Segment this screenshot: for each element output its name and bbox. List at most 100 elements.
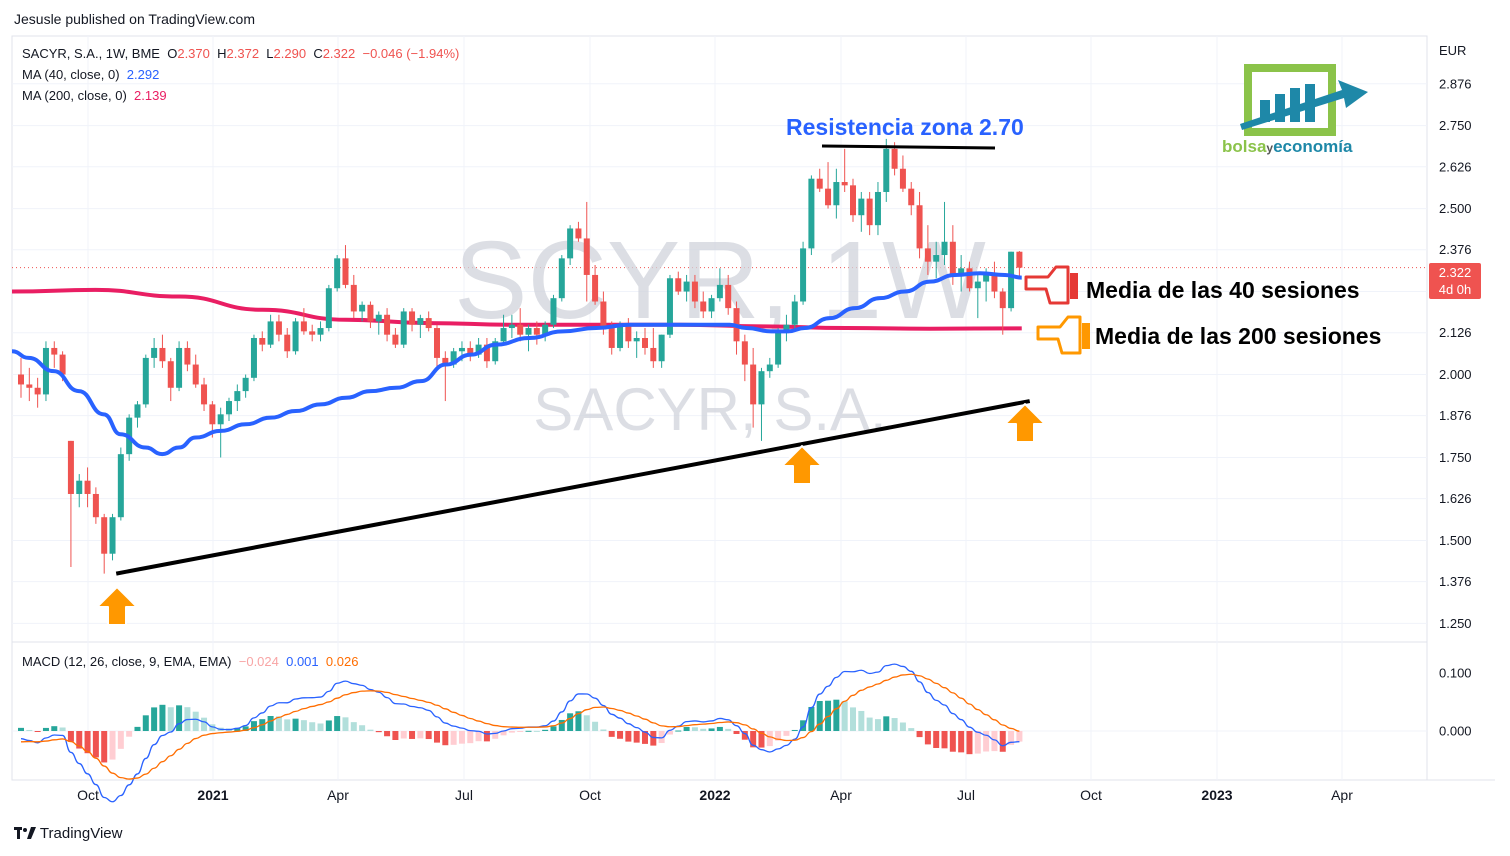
macd-histogram-bar (617, 731, 624, 739)
macd-histogram-bar (575, 711, 582, 731)
macd-histogram-bar (583, 715, 590, 731)
annotation-arrows (96, 403, 1046, 626)
macd-histogram-bar (666, 731, 673, 735)
candle-body (18, 374, 24, 385)
candle-body (1016, 251, 1023, 268)
candle-body (417, 318, 424, 325)
macd-line (20, 663, 1020, 803)
candle-body (292, 321, 299, 352)
candle-body (434, 328, 440, 358)
candle-body (666, 278, 673, 335)
candle-body (400, 311, 407, 345)
candle-body (483, 344, 490, 362)
candle-body (758, 371, 765, 405)
macd-histogram-bar (542, 729, 549, 731)
macd-histogram-bar (949, 731, 956, 752)
macd-histogram-bar (899, 722, 906, 731)
time-tick-label: 2021 (197, 787, 228, 803)
macd-histogram-bar (858, 710, 865, 731)
candle-body (716, 284, 723, 299)
macd-legend-label: MACD (12, 26, close, 9, EMA, EMA) (22, 654, 232, 669)
macd-signal-value: 0.026 (325, 654, 359, 669)
candle-body (750, 364, 757, 405)
time-tick-label: 2023 (1201, 787, 1232, 803)
candle-body (67, 440, 74, 494)
macd-tick-label: 0.000 (1439, 724, 1472, 739)
ma200-path (11, 287, 1022, 331)
macd-histogram-bar (359, 725, 366, 731)
last-price-badge[interactable]: 2.322 4d 0h (1429, 263, 1481, 299)
candle-body (558, 258, 565, 299)
resistance-annotation: Resistencia zona 2.70 (786, 114, 1024, 140)
candle-body (608, 328, 615, 348)
hand-cuff (1082, 323, 1090, 349)
low-label: L (266, 46, 274, 61)
macd-histogram-bar (34, 731, 41, 732)
candle-body (783, 324, 790, 332)
candle-body (300, 321, 307, 332)
candle-body (983, 274, 990, 282)
macd-histogram-bar (783, 731, 790, 736)
candle-body (683, 281, 690, 292)
macd-histogram-bar (766, 731, 773, 747)
price-tick-label: 2.750 (1439, 118, 1472, 133)
macd-histogram-bar (201, 717, 208, 731)
macd-histogram-bar (750, 731, 757, 748)
candle-body (874, 191, 881, 226)
tradingview-footer[interactable]: TradingView (14, 825, 122, 842)
macd-histogram-bar (342, 717, 349, 731)
drawn-lines (115, 144, 1031, 576)
candle-body (267, 321, 274, 345)
macd-histogram-bar (517, 731, 524, 732)
macd-histogram-bar (592, 721, 599, 731)
time-tick-label: Oct (579, 787, 601, 803)
logo-text-economia: economía (1273, 137, 1353, 156)
macd-histogram-bar (18, 727, 24, 731)
candle-body (708, 298, 715, 312)
candle-body (883, 148, 890, 192)
macd-histogram-bar (26, 729, 33, 731)
macd-histogram-bar (159, 704, 166, 731)
candle-body (51, 347, 58, 355)
candle-body (201, 384, 208, 405)
candle-body (899, 168, 906, 189)
candle-body (492, 341, 499, 362)
logo-text-y: y (1266, 141, 1274, 155)
candle-body (375, 314, 382, 322)
macd-histogram-bar (508, 731, 515, 733)
candle-body (109, 517, 116, 554)
candle-body (209, 404, 216, 425)
candle-body (741, 341, 748, 365)
macd-histogram-bar (117, 731, 124, 749)
macd-histogram-bar (675, 730, 682, 732)
macd-histogram-bar (375, 731, 382, 733)
macd-histogram-bar (633, 731, 640, 743)
macd-histogram-bar (567, 713, 574, 731)
candle-body (891, 148, 898, 169)
macd-histogram-bar (691, 727, 698, 731)
time-tick-label: Jul (455, 787, 473, 803)
candle-body (259, 338, 266, 345)
macd-histogram-bar (558, 719, 565, 731)
pointing-hand-icon (1024, 265, 1070, 305)
macd-pane: 0.100 0.000 (12, 663, 1472, 803)
macd-histogram-bar (425, 731, 432, 740)
macd-histogram-bar (450, 731, 457, 745)
candle-body (949, 241, 956, 275)
candle-body (633, 338, 640, 342)
candle-body (425, 318, 432, 329)
candle-body (816, 178, 823, 189)
candle-body (26, 384, 33, 388)
price-tick-label: 1.876 (1439, 408, 1472, 423)
macd-histogram-bar (658, 731, 665, 744)
candle-body (275, 321, 282, 335)
candle-body (508, 324, 515, 329)
candle-body (250, 338, 257, 378)
price-tick-label: 2.500 (1439, 201, 1472, 216)
candle-body (500, 328, 507, 342)
candle-body (334, 258, 341, 289)
open-value: 2.370 (177, 46, 210, 61)
candle-body (592, 274, 599, 302)
candle-body (808, 178, 815, 249)
ma40-legend: MA (40, close, 0) 2.292 (22, 67, 159, 82)
